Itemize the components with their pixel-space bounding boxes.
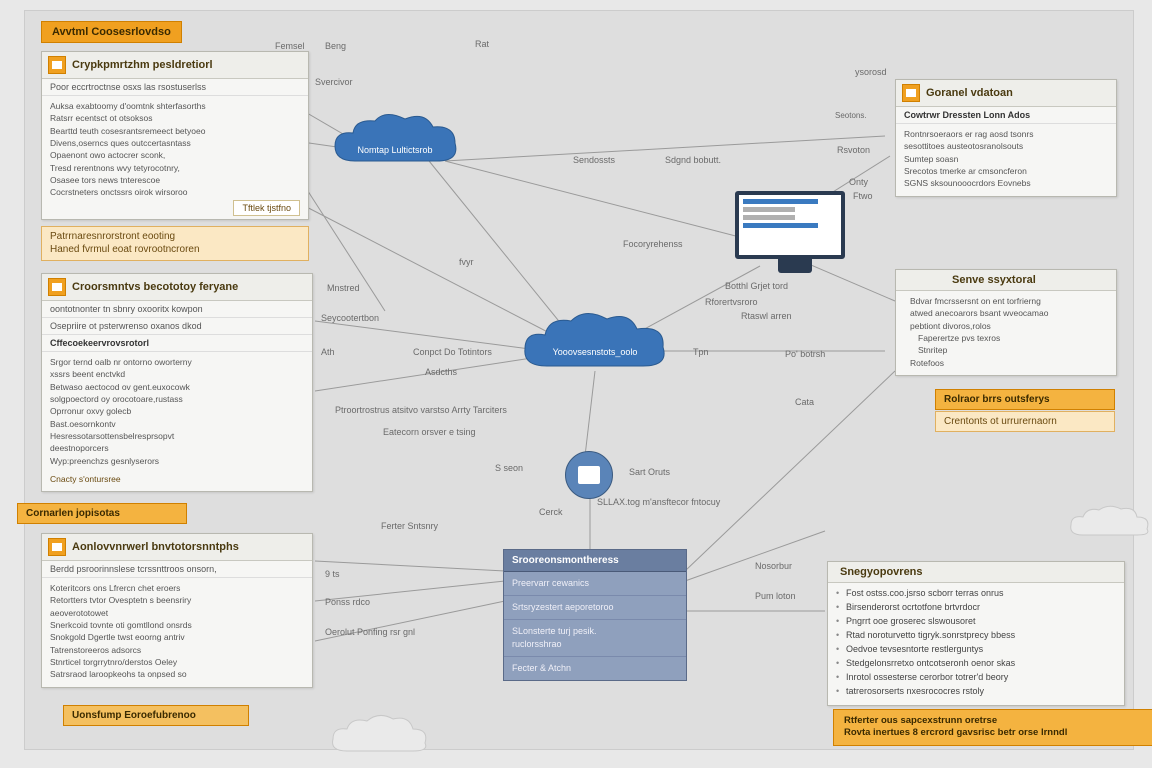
panel-title: Aonlovvnrwerl bnvtotorsnntphs [72, 541, 239, 553]
panel-goranel: Goranel vdatoan Cowtrwr Dressten Lonn Ad… [895, 79, 1117, 197]
decorative-cloud-icon [325, 711, 435, 763]
panel-title: Croorsmntvs becototoy feryane [72, 281, 238, 293]
badge-rolraor: Rolraor brrs outsferys [935, 389, 1115, 410]
panel-title: Goranel vdatoan [926, 87, 1013, 99]
panel-footer-band: Patrrnaresnrorstront eooting Haned fvrmu… [41, 226, 309, 261]
server-circle-icon [565, 451, 613, 499]
panel-crypto: Crypkpmrtzhm pesldretiorl Poor eccrtroct… [41, 51, 309, 220]
doc-icon [48, 278, 66, 296]
cloud-node-1: Nomtap Lultictsrob [325, 111, 465, 181]
diagram-canvas: Avvtml Coosesrlovdso Crypkpmrtzhm pesldr… [24, 10, 1134, 750]
folder-icon [902, 84, 920, 102]
panel-aon: Aonlovvnrwerl bnvtotorsnntphs Berdd psro… [41, 533, 313, 688]
monitor-node [735, 191, 855, 281]
doc-icon [48, 56, 66, 74]
badge-cornarlen: Cornarlen jopisotas [17, 503, 187, 524]
server-node: Srooreonsmontheress Preervarr cewanics S… [503, 549, 687, 681]
panel-coord: Croorsmntvs becototoy feryane oontotnont… [41, 273, 313, 492]
server-header: Srooreonsmontheress [504, 550, 686, 572]
panel-title: Snegyopovrens [840, 566, 923, 578]
panel-senve: Senve ssyxtoral Bdvar fmcrssersnt on ent… [895, 269, 1117, 376]
callout-badge: Tftlek tjstfno [233, 200, 300, 216]
panel-body: Auksa exabtoomy d'oomtnk shterfasorths R… [42, 96, 308, 219]
panel-title: Senve ssyxtoral [952, 274, 1036, 286]
decorative-cloud-icon [1065, 501, 1152, 548]
panel-title: Crypkpmrtzhm pesldretiorl [72, 59, 213, 71]
badge-crentonts: Crentonts ot urrurernaorn [935, 411, 1115, 432]
panel-snegy: Snegyopovrens Fost ostss.coo.jsrso scbor… [827, 561, 1125, 706]
footer-band: Rtferter ous sapcexstrunn oretrse Rovta … [833, 709, 1152, 746]
cloud-label: Nomtap Lultictsrob [332, 145, 458, 155]
doc-icon [48, 538, 66, 556]
cloud-label: Yooovsesnstots_oolo [523, 347, 667, 357]
badge-uonsfump: Uonsfump Eoroefubrenoo [63, 705, 249, 726]
cloud-node-2: Yooovsesnstots_oolo [515, 311, 675, 386]
diagram-title: Avvtml Coosesrlovdso [41, 21, 182, 43]
panel-subtitle: Poor eccrtroctnse osxs las rsostuserlss [42, 79, 308, 96]
